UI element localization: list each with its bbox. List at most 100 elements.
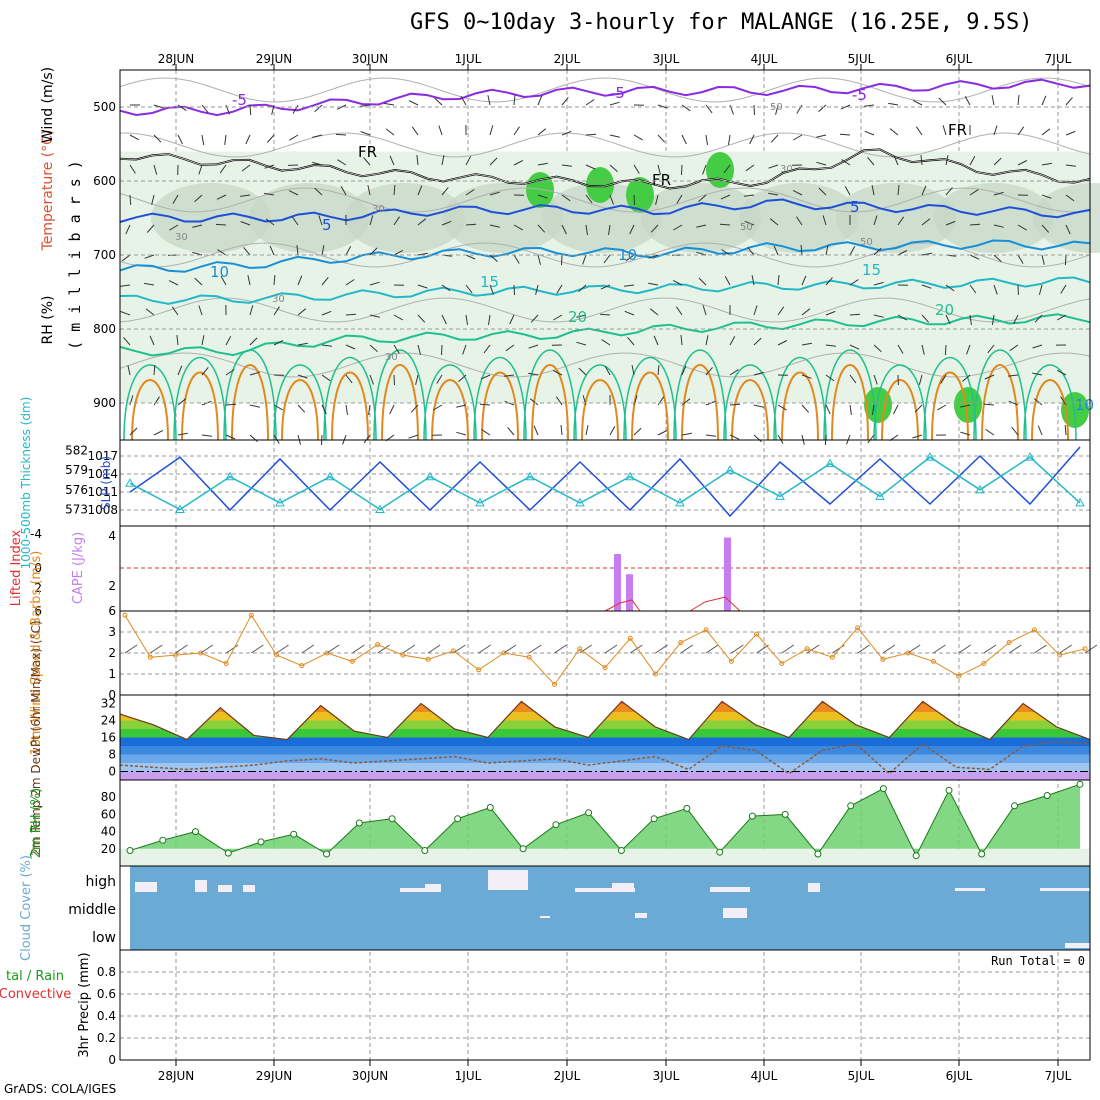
wind-barb — [273, 339, 284, 346]
wind-barb — [273, 306, 280, 316]
wind-barb — [367, 185, 371, 196]
bottom-date-label-5: 3JUL — [653, 1069, 680, 1083]
isotherm-3 — [119, 239, 1091, 273]
wind-barb-10m-12 — [427, 644, 441, 654]
wind-barb — [969, 155, 976, 166]
rh-contour-line-1 — [120, 132, 1091, 158]
rh-point-26 — [978, 850, 986, 858]
wind-barb — [773, 245, 779, 256]
ua-ylabel-part-2: Wind (m/s) — [40, 67, 56, 143]
cloud-ytick-0: high — [85, 874, 116, 890]
wind-barb — [633, 164, 640, 174]
thickness-ytick-0: 573 — [65, 502, 88, 516]
warm-loop-12 — [731, 379, 769, 441]
wind-barb — [1060, 396, 1067, 406]
contour-label-2: -5 — [852, 86, 867, 104]
wind-barb — [585, 164, 596, 170]
wind-barb — [153, 396, 160, 406]
wind-barb — [537, 128, 547, 136]
wind-barb — [513, 224, 523, 231]
wind-barb — [336, 104, 347, 110]
wind-barb — [296, 245, 299, 256]
wind-barb — [801, 275, 807, 286]
wind-barb — [171, 306, 179, 316]
wind-barb — [800, 244, 803, 256]
wind-barb — [561, 164, 572, 167]
wind-barb — [530, 314, 539, 323]
rh-point-17 — [683, 804, 691, 812]
wind-point-22 — [678, 640, 684, 645]
wind-point-4 — [223, 661, 229, 666]
ua-ylabel: ( m i l l i b a r s ) — [66, 160, 84, 350]
wind-barb — [144, 282, 155, 286]
wind-barb — [225, 369, 235, 376]
wind-barb — [145, 308, 155, 316]
wind-barb — [240, 194, 251, 197]
thickness-point-0 — [125, 478, 135, 487]
rh-point-16 — [650, 815, 658, 823]
cape-bar-1 — [626, 574, 633, 611]
rh-point-24 — [912, 852, 920, 860]
wind-barb — [675, 306, 683, 316]
wind-barb — [489, 125, 494, 136]
contour-label-17: 30 — [385, 352, 398, 363]
wind-barb — [600, 284, 611, 290]
wind-barb — [249, 305, 254, 316]
wind-barb — [417, 314, 426, 323]
wind-barb — [609, 134, 620, 138]
wind-barb — [918, 374, 923, 385]
rh-point-9 — [421, 847, 429, 854]
rh-point-15 — [617, 847, 625, 854]
wind-barb — [314, 187, 323, 196]
wind-barb — [537, 224, 546, 233]
wind-barb — [702, 164, 707, 175]
wind-barb-10m-8 — [326, 644, 340, 654]
thickness-point-10 — [625, 471, 635, 481]
wind-barb — [912, 99, 923, 106]
rh-point-2 — [192, 828, 199, 836]
temp-band-1 — [120, 763, 1090, 772]
warm-loop-outer-15 — [873, 364, 927, 441]
wind-barb — [489, 157, 498, 166]
ua-ylabel-part-0: RH (%) — [40, 296, 56, 345]
wind-barb — [460, 96, 467, 106]
top-date-label-1: 29JUN — [256, 52, 293, 66]
warm-loop-8 — [531, 364, 569, 441]
wind-barb — [393, 184, 396, 196]
rh-point-1 — [159, 836, 167, 844]
wind-barb — [264, 164, 275, 169]
wind-ytick-3: 3 — [108, 625, 116, 639]
rh-point-5 — [290, 830, 298, 838]
wind-barb-10m-32 — [933, 644, 946, 654]
precip-ytick-4: 0.8 — [97, 965, 116, 979]
wind-barb — [680, 334, 683, 346]
wind-barb — [578, 284, 587, 292]
rh-point-7 — [355, 819, 363, 827]
wind-barb — [129, 164, 136, 174]
warm-loop-outer-5 — [373, 349, 427, 441]
contour-label-6: 5 — [322, 216, 332, 234]
warm-loop-3 — [281, 379, 319, 441]
wind-barb — [1017, 254, 1024, 264]
wind-barb — [705, 434, 716, 437]
wind-point-8 — [324, 650, 330, 656]
wind-barb — [705, 134, 708, 145]
temp-series — [119, 700, 1091, 741]
rh-ytick-2: 60 — [101, 807, 116, 821]
wind-barb — [744, 220, 755, 226]
wind-barb — [505, 344, 515, 352]
contour-label-10: 15 — [480, 273, 499, 291]
wind-point-24 — [728, 658, 734, 664]
temp-bands — [120, 701, 1090, 780]
wind-barb-10m-14 — [478, 644, 491, 654]
precip-ytick-0: 0 — [108, 1053, 116, 1067]
wind-barb — [194, 194, 203, 203]
wind-barb — [289, 134, 299, 141]
contour-label-16: 30 — [372, 204, 385, 215]
wind-barb — [441, 344, 443, 356]
wind-barb-10m-5 — [251, 644, 264, 654]
wind-barb — [321, 344, 332, 347]
wind-barb — [360, 131, 371, 136]
wind-barb — [151, 194, 155, 205]
wind-barb — [410, 404, 419, 413]
